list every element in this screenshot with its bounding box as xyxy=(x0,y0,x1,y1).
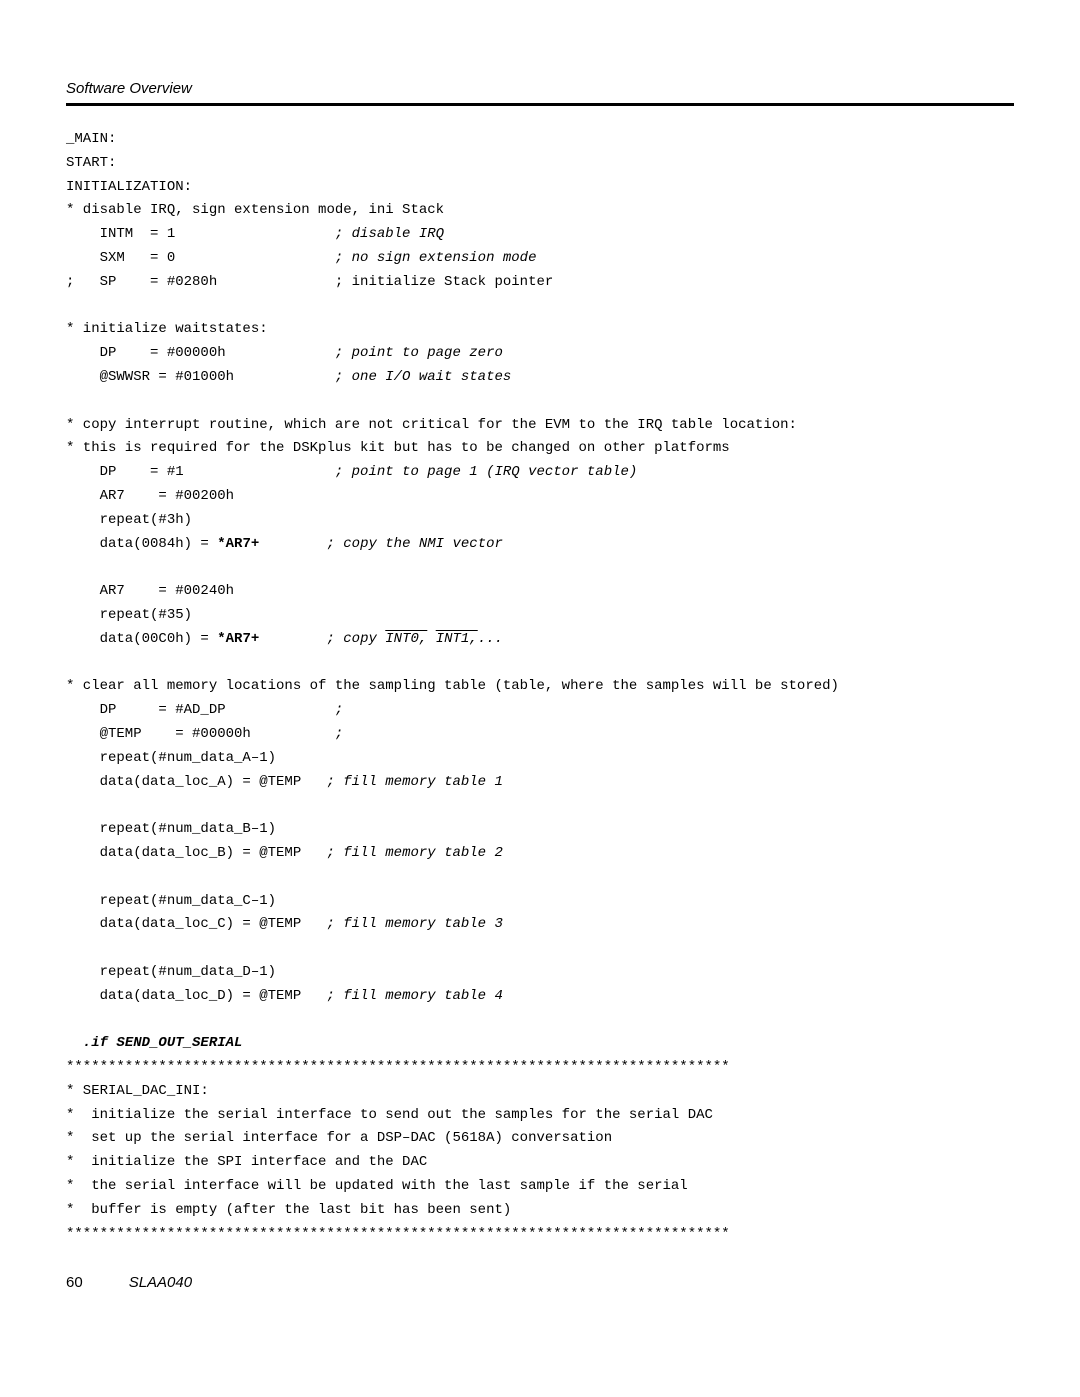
code-comment: ; disable IRQ xyxy=(335,226,444,242)
code-comment: ; fill memory table 3 xyxy=(326,916,502,932)
code-line: START: xyxy=(66,155,116,171)
code-comment: ; fill memory table 1 xyxy=(326,774,502,790)
code-line: repeat(#num_data_C–1) xyxy=(66,893,276,909)
code-line: DP = #00000h xyxy=(66,345,335,361)
code-line: SXM = 0 xyxy=(66,250,335,266)
code-line: * SERIAL_DAC_INI: xyxy=(66,1083,209,1099)
code-line: * buffer is empty (after the last bit ha… xyxy=(66,1202,511,1218)
code-line: data(data_loc_C) = @TEMP xyxy=(66,916,326,932)
code-comment: ; one I/O wait states xyxy=(335,369,511,385)
page-number: 60 xyxy=(66,1274,83,1291)
code-overline: INT0, xyxy=(385,631,427,647)
code-overline: INT1, xyxy=(436,631,478,647)
code-line: ****************************************… xyxy=(66,1226,730,1242)
code-line: * the serial interface will be updated w… xyxy=(66,1178,688,1194)
page-container: Software Overview _MAIN: START: INITIALI… xyxy=(0,0,1080,1331)
code-comment: ; xyxy=(335,726,343,742)
code-comment: ; point to page 1 (IRQ vector table) xyxy=(335,464,637,480)
code-line: ****************************************… xyxy=(66,1059,730,1075)
code-line: repeat(#num_data_A–1) xyxy=(66,750,276,766)
code-comment: ; fill memory table 2 xyxy=(326,845,502,861)
code-comment: ... xyxy=(478,631,503,647)
code-comment xyxy=(427,631,435,647)
code-directive: SEND_OUT_SERIAL xyxy=(116,1035,242,1051)
code-listing: _MAIN: START: INITIALIZATION: * disable … xyxy=(66,128,1014,1246)
code-line: repeat(#35) xyxy=(66,607,192,623)
code-line: data(data_loc_D) = @TEMP xyxy=(66,988,326,1004)
code-bold: *AR7+ xyxy=(217,631,259,647)
code-line: ; SP = #0280h ; initialize Stack pointer xyxy=(66,274,553,290)
code-line: * this is required for the DSKplus kit b… xyxy=(66,440,730,456)
code-comment: ; point to page zero xyxy=(335,345,503,361)
code-line: data(data_loc_A) = @TEMP xyxy=(66,774,326,790)
code-line xyxy=(259,631,326,647)
code-bold: *AR7+ xyxy=(217,536,259,552)
code-line: data(00C0h) = xyxy=(66,631,217,647)
code-line: DP = #AD_DP xyxy=(66,702,335,718)
code-line: AR7 = #00240h xyxy=(66,583,234,599)
code-line: data(0084h) = xyxy=(66,536,217,552)
code-line: INITIALIZATION: xyxy=(66,179,192,195)
code-line: _MAIN: xyxy=(66,131,116,147)
code-line: * initialize waitstates: xyxy=(66,321,268,337)
code-line: * copy interrupt routine, which are not … xyxy=(66,417,797,433)
code-line: * initialize the SPI interface and the D… xyxy=(66,1154,427,1170)
code-line: * disable IRQ, sign extension mode, ini … xyxy=(66,202,444,218)
header-rule xyxy=(66,103,1014,106)
code-comment: ; copy xyxy=(326,631,385,647)
page-footer: 60 SLAA040 xyxy=(66,1274,1014,1291)
code-line: AR7 = #00200h xyxy=(66,488,234,504)
code-line: repeat(#num_data_B–1) xyxy=(66,821,276,837)
code-comment: ; xyxy=(335,702,343,718)
code-line: repeat(#num_data_D–1) xyxy=(66,964,276,980)
code-comment: ; fill memory table 4 xyxy=(326,988,502,1004)
code-line: data(data_loc_B) = @TEMP xyxy=(66,845,326,861)
code-line: * clear all memory locations of the samp… xyxy=(66,678,839,694)
code-line: * initialize the serial interface to sen… xyxy=(66,1107,713,1123)
code-line: INTM = 1 xyxy=(66,226,335,242)
code-line xyxy=(259,536,326,552)
code-line: * set up the serial interface for a DSP–… xyxy=(66,1130,612,1146)
document-id: SLAA040 xyxy=(129,1274,192,1291)
code-line: @SWWSR = #01000h xyxy=(66,369,335,385)
code-line: repeat(#3h) xyxy=(66,512,192,528)
code-comment: ; copy the NMI vector xyxy=(326,536,502,552)
code-line: DP = #1 xyxy=(66,464,335,480)
section-title: Software Overview xyxy=(66,80,1014,97)
code-comment: ; no sign extension mode xyxy=(335,250,537,266)
code-line: @TEMP = #00000h xyxy=(66,726,335,742)
code-directive: .if xyxy=(66,1035,116,1051)
